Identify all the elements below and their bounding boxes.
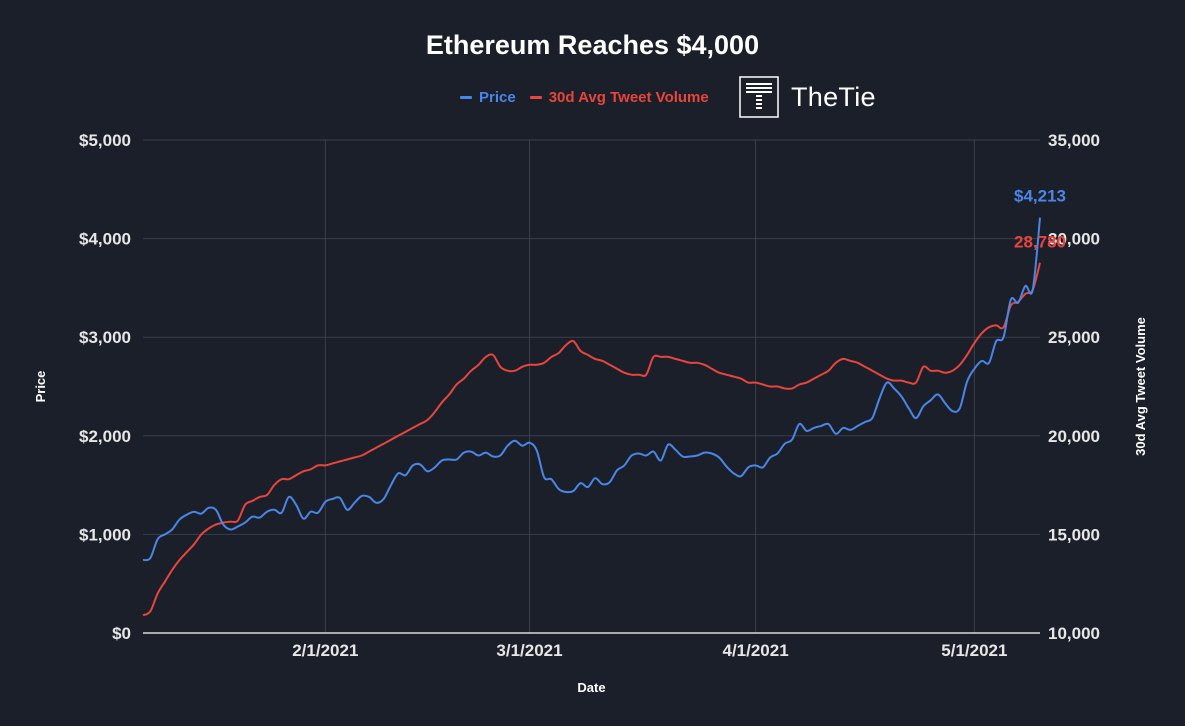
legend-label-tweets: 30d Avg Tweet Volume	[548, 88, 709, 106]
legend-item-tweets[interactable]: 30d Avg Tweet Volume	[529, 88, 709, 106]
legend: Price 30d Avg Tweet Volume	[460, 86, 709, 108]
legend-item-price[interactable]: Price	[460, 89, 516, 106]
y-left-axis-title: Price	[33, 371, 48, 403]
thetie-logo-icon	[739, 76, 779, 118]
axis-labels: $0 $1,000 $2,000 $3,000 $4,000 $5,000 10,000 15…	[33, 131, 1148, 695]
price-line[interactable]	[142, 217, 1041, 562]
y-left-tick-label: $4,000	[79, 230, 131, 249]
x-tick-label: 3/1/2021	[496, 641, 562, 660]
series-lines	[142, 217, 1041, 617]
y-right-tick-label: 10,000	[1048, 624, 1100, 643]
y-left-tick-label: $1,000	[79, 525, 131, 544]
y-right-tick-label: 25,000	[1048, 328, 1100, 347]
thetie-logo: TheTie	[739, 76, 876, 118]
y-right-tick-label: 20,000	[1048, 427, 1100, 446]
chart-title: Ethereum Reaches $4,000	[425, 30, 760, 60]
legend-swatch-price	[460, 95, 472, 99]
y-left-tick-label: $0	[112, 624, 131, 643]
y-right-axis-title: 30d Avg Tweet Volume	[1133, 317, 1148, 456]
price-end-label: $4,213	[1014, 187, 1066, 206]
grid-lines	[143, 139, 1040, 633]
legend-swatch-tweets	[529, 95, 542, 99]
y-right-tick-label: 30,000	[1048, 230, 1100, 249]
y-right-tick-label: 15,000	[1048, 525, 1100, 544]
x-axis-title: Date	[577, 680, 605, 695]
x-tick-label: 2/1/2021	[292, 641, 358, 660]
legend-label-price: Price	[479, 88, 516, 106]
x-tick-label: 4/1/2021	[722, 641, 788, 660]
y-left-tick-label: $2,000	[79, 427, 131, 446]
tweet-volume-line[interactable]	[142, 262, 1041, 617]
x-tick-label: 5/1/2021	[941, 641, 1007, 660]
y-left-tick-label: $3,000	[79, 328, 131, 347]
y-left-tick-label: $5,000	[79, 131, 131, 150]
tweet-volume-end-label: 28,780	[1014, 233, 1066, 252]
thetie-logo-text: TheTie	[791, 81, 876, 112]
y-right-tick-label: 35,000	[1048, 131, 1100, 150]
